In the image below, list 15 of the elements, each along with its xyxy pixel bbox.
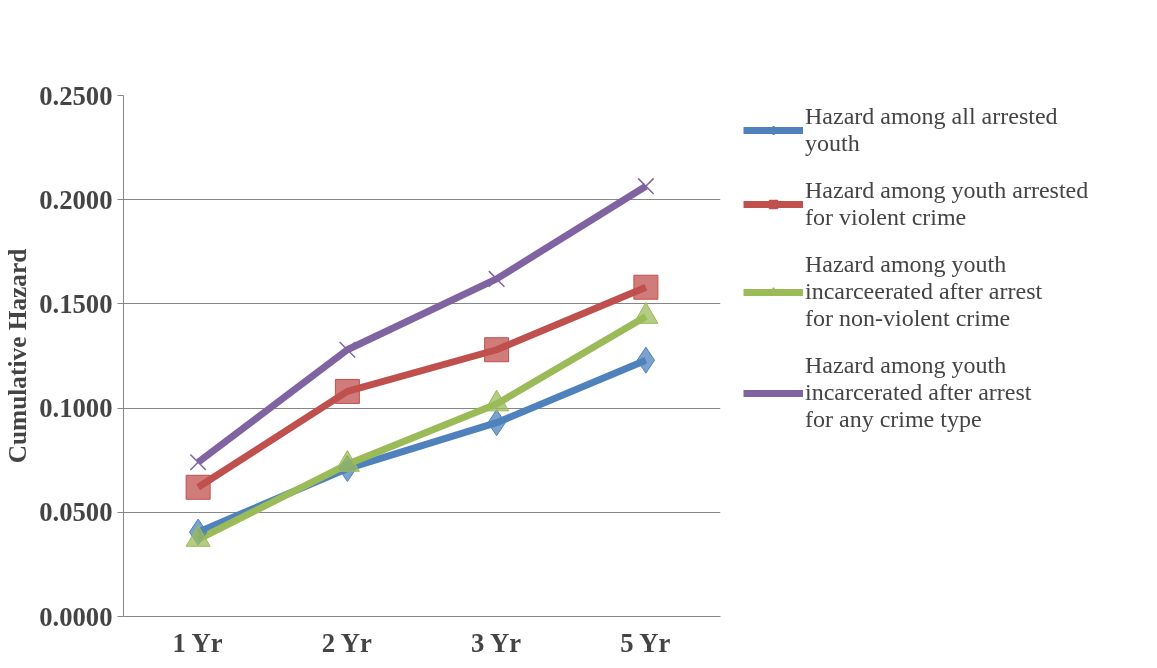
y-tick-label: 0.2000 — [39, 184, 113, 215]
x-tick-label: 5 Yr — [620, 627, 671, 658]
x-tick-label: 1 Yr — [172, 627, 223, 658]
y-tick-label: 0.1000 — [39, 393, 113, 424]
legend-label: Hazard among youth incarceerated after arrest for non-violent crime — [805, 251, 1043, 332]
legend-label: Hazard among youth incarcerated after arrest for any crime type — [805, 352, 1032, 433]
x-tick-label: 3 Yr — [471, 627, 522, 658]
y-tick-label: 0.2500 — [39, 80, 113, 111]
legend-label: Hazard among youth arrested for violent crime — [805, 177, 1089, 231]
y-tick-label: 0.0500 — [39, 497, 113, 528]
y-tick-label: 0.0000 — [39, 601, 113, 632]
y-axis-title: Cumulative Hazard — [3, 248, 32, 464]
x-tick-label: 2 Yr — [321, 627, 373, 658]
legend-label: Hazard among all arrested youth — [805, 103, 1058, 157]
y-tick-label: 0.1500 — [39, 288, 113, 319]
